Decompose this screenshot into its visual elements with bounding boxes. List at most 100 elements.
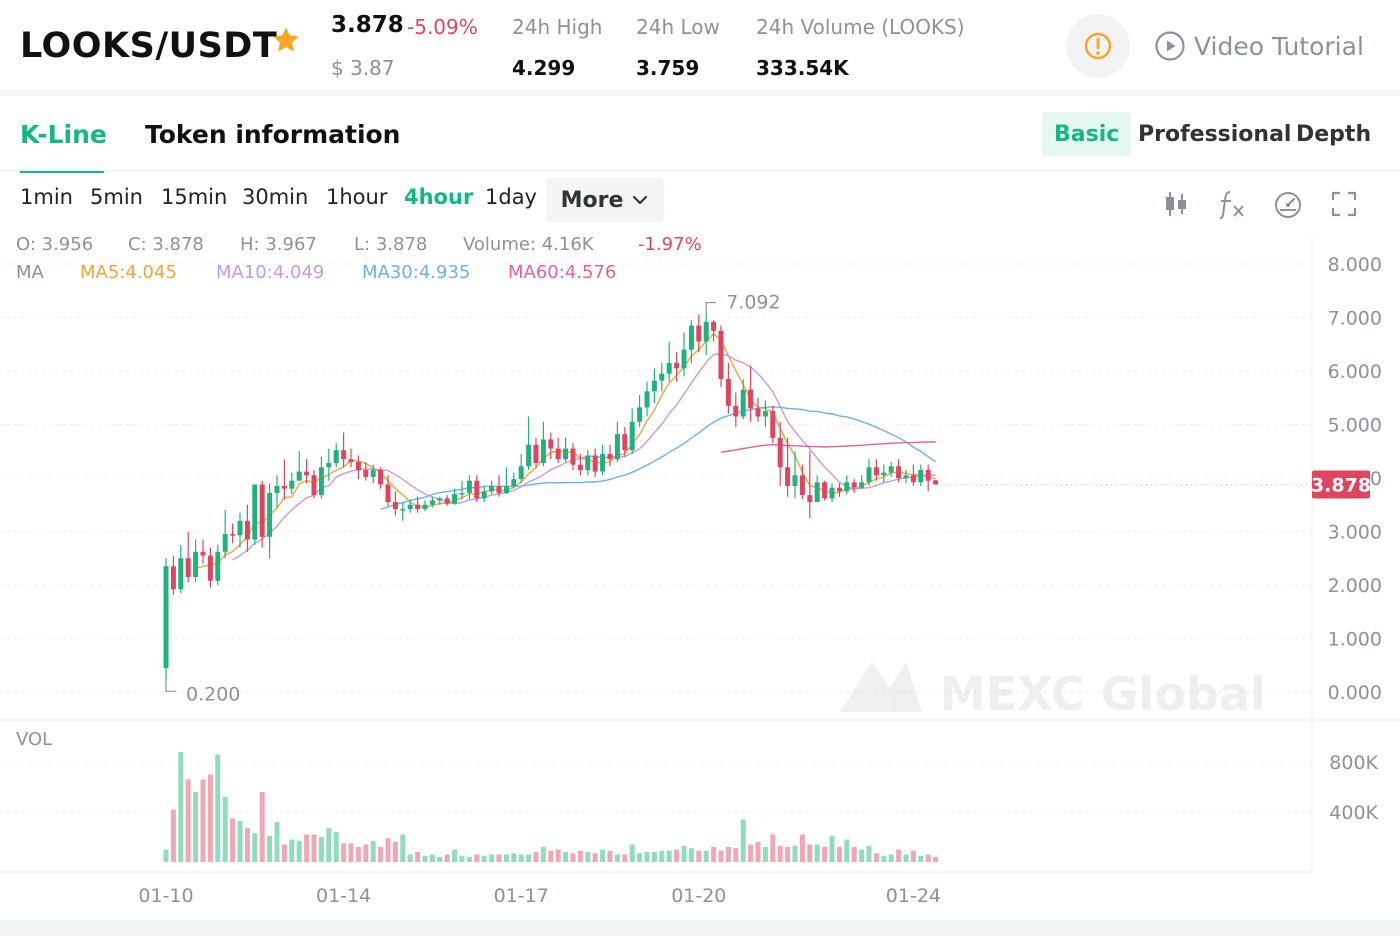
volume-bar	[792, 845, 798, 862]
volume-bar	[666, 850, 672, 862]
video-tutorial-label: Video Tutorial	[1194, 31, 1364, 61]
volume-bar	[489, 854, 495, 862]
ma60-line	[720, 441, 936, 453]
candle-body	[459, 492, 465, 495]
price-axis-label: 3.000	[1328, 522, 1382, 544]
candle-body	[614, 434, 620, 460]
stat-value-24h-volume: 333.54K	[756, 56, 849, 80]
candle-body	[163, 566, 169, 668]
candle-body	[822, 482, 828, 499]
candle-body	[474, 480, 480, 499]
video-tutorial-button[interactable]: Video Tutorial	[1154, 30, 1364, 62]
last-price: 3.878	[331, 12, 404, 38]
candle-body	[718, 330, 724, 380]
candle-body	[289, 480, 295, 489]
volume-bar	[925, 854, 931, 862]
usd-price: $ 3.87	[331, 56, 395, 80]
volume-bar	[903, 854, 909, 862]
interval-5min[interactable]: 5min	[90, 185, 143, 209]
mode-professional[interactable]: Professional	[1138, 121, 1292, 147]
volume-bar	[281, 844, 287, 862]
volume-pane-label: VOL	[16, 729, 52, 750]
volume-bar	[762, 847, 768, 862]
ohlc-close: C: 3.878	[128, 234, 204, 255]
volume-bar	[881, 855, 887, 862]
volume-bar	[777, 845, 783, 862]
volume-bar	[733, 848, 739, 862]
watermark-text: MEXC Global	[940, 667, 1266, 721]
volume-bar	[370, 840, 376, 862]
candle-body	[511, 479, 517, 487]
candle-body	[688, 325, 694, 350]
candle-body	[466, 480, 472, 493]
volume-bar	[304, 834, 310, 862]
time-axis-label: 01-17	[494, 885, 549, 907]
interval-15min[interactable]: 15min	[161, 185, 228, 209]
volume-bar	[170, 809, 176, 862]
candle-body	[526, 444, 532, 467]
volume-bar	[873, 853, 879, 862]
volume-bar	[378, 847, 384, 862]
alert-button[interactable]	[1066, 14, 1130, 78]
fullscreen-icon[interactable]	[1328, 188, 1360, 220]
volume-bar	[200, 779, 206, 862]
tab-k-line[interactable]: K-Line	[20, 120, 107, 149]
candle-body	[725, 379, 731, 406]
volume-bar	[718, 850, 724, 862]
alert-circle-icon	[1084, 32, 1112, 60]
trading-pair-title: LOOKS/USDT	[20, 26, 278, 66]
volume-bar	[178, 752, 184, 862]
candle-body	[429, 500, 435, 505]
high-marker-arrow	[705, 301, 717, 313]
mode-basic[interactable]: Basic	[1042, 112, 1132, 156]
volume-bar	[622, 854, 628, 862]
candle-body	[489, 486, 495, 492]
speed-gauge-icon[interactable]	[1272, 188, 1304, 220]
candlestick-type-icon[interactable]	[1160, 188, 1192, 220]
ohlc-volume: Volume: 4.16K	[463, 234, 594, 255]
interval-1min[interactable]: 1min	[20, 185, 73, 209]
volume-bar	[659, 850, 665, 862]
candle-body	[267, 492, 273, 537]
candle-body	[659, 373, 665, 381]
volume-bar	[644, 852, 650, 862]
volume-bar	[274, 822, 280, 862]
volume-bar	[829, 835, 835, 862]
interval-1hour[interactable]: 1hour	[326, 185, 388, 209]
volume-bar	[740, 819, 746, 862]
candle-body	[844, 482, 850, 492]
candle-body	[859, 482, 865, 488]
candle-body	[799, 475, 805, 496]
volume-bar	[799, 834, 805, 862]
candle-body	[185, 558, 191, 577]
volume-bar	[844, 839, 850, 862]
volume-bar	[888, 854, 894, 862]
volume-axis-label: 800K	[1329, 752, 1378, 774]
candle-body	[355, 461, 361, 470]
interval-30min[interactable]: 30min	[242, 185, 309, 209]
candle-body	[555, 448, 561, 460]
time-axis-label: 01-14	[316, 885, 371, 907]
interval-1day[interactable]: 1day	[485, 185, 537, 209]
candle-body	[170, 566, 176, 590]
volume-bar	[185, 779, 191, 862]
candle-body	[385, 484, 391, 503]
volume-bar	[163, 849, 169, 862]
indicators-fx-icon[interactable]	[1216, 188, 1248, 220]
volume-bar	[614, 854, 620, 862]
stat-label-24h-volume: 24h Volume (LOOKS)	[756, 15, 965, 39]
volume-bar	[466, 857, 472, 862]
candle-body	[777, 437, 783, 468]
candle-body	[244, 520, 250, 540]
candle-body	[873, 467, 879, 476]
interval-4hour[interactable]: 4hour	[404, 185, 474, 209]
price-change-percent: -5.09%	[407, 15, 478, 39]
volume-bar	[859, 849, 865, 862]
tab-token-information[interactable]: Token information	[145, 120, 401, 149]
more-intervals-dropdown[interactable]: More	[546, 178, 664, 222]
candle-body	[563, 448, 569, 460]
mode-depth[interactable]: Depth	[1296, 121, 1372, 147]
volume-bar	[725, 847, 731, 862]
favorite-star-icon[interactable]	[270, 24, 302, 56]
